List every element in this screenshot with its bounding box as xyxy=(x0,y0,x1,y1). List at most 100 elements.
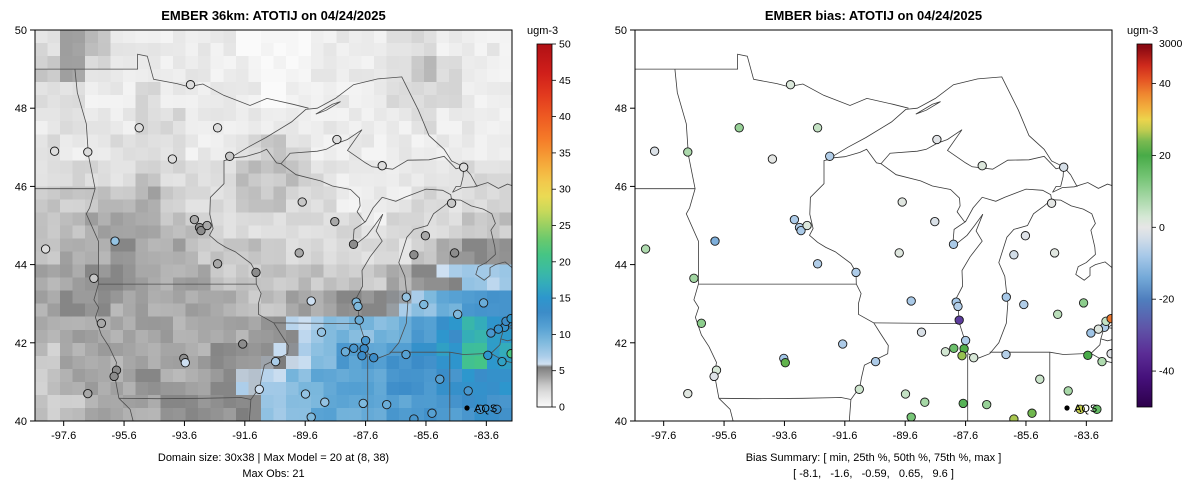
aqs-station-marker xyxy=(270,356,281,367)
aqs-station-marker xyxy=(1049,248,1060,258)
aqs-station-marker xyxy=(709,371,719,382)
aqs-station-marker xyxy=(1086,328,1096,338)
state-boundaries xyxy=(35,53,512,421)
y-tick-label: 50 xyxy=(15,25,27,37)
aqs-station-marker xyxy=(96,318,107,328)
aqs-station-marker xyxy=(330,216,340,227)
colorbar-tick-label: 30 xyxy=(559,184,571,196)
aqs-station-marker xyxy=(463,386,473,396)
aqs-station-marker xyxy=(982,399,992,410)
x-tick-label: -85.6 xyxy=(413,430,438,442)
x-tick-label: -91.6 xyxy=(832,430,857,442)
aqs-legend-label: AQS xyxy=(474,403,497,415)
aqs-station-marker xyxy=(167,154,178,164)
aqs-station-marker xyxy=(780,358,790,368)
aqs-station-marker xyxy=(1063,386,1073,396)
aqs-station-marker xyxy=(320,397,330,407)
aqs-station-marker xyxy=(401,349,411,360)
colorbar-tick-label: 40 xyxy=(1159,78,1171,90)
aqs-station-marker xyxy=(789,214,800,225)
aqs-station-marker xyxy=(785,80,796,90)
aqs-station-marker xyxy=(1020,231,1031,241)
aqs-station-marker xyxy=(1009,250,1019,260)
aqs-station-marker xyxy=(420,231,431,241)
aqs-station-marker xyxy=(109,371,119,382)
aqs-station-marker xyxy=(958,398,968,409)
aqs-station-marker xyxy=(689,273,699,283)
y-tick-label: 48 xyxy=(15,103,27,115)
left-caption-domain: Domain size: 30x38 | Max Model = 20 at (… xyxy=(157,452,390,464)
left-map-plot: -97.6 -95.6 -93.6 -91.6 -89.6 -87.6 -85.6 -83.6… xyxy=(15,25,571,442)
aqs-station-marker xyxy=(360,335,371,346)
x-tick-label: -97.6 xyxy=(51,430,76,442)
aqs-station-marker xyxy=(1009,414,1019,421)
aqs-station-marker xyxy=(506,349,512,359)
y-tick-label: 40 xyxy=(15,416,27,428)
left-panel-title: EMBER 36km: ATOTIJ on 04/24/2025 xyxy=(161,8,386,23)
aqs-station-marker xyxy=(930,216,940,227)
aqs-station-marker xyxy=(497,356,507,367)
aqs-legend-dot-icon xyxy=(1064,405,1070,411)
aqs-station-marker xyxy=(353,301,363,312)
aqs-station-marker xyxy=(894,248,904,258)
aqs-station-marker xyxy=(435,374,445,384)
aqs-station-marker xyxy=(83,147,93,157)
aqs-station-marker xyxy=(920,397,930,407)
aqs-station-marker xyxy=(348,239,359,249)
aqs-station-marker xyxy=(948,239,959,249)
aqs-station-marker xyxy=(802,220,812,231)
colorbar-tick-label: 15 xyxy=(559,293,571,305)
model-concentration-panel: EMBER 36km: ATOTIJ on 04/24/2025 ugm-3 -… xyxy=(15,8,571,480)
aqs-station-marker xyxy=(212,259,223,269)
aqs-station-marker xyxy=(225,151,235,161)
aqs-station-marker xyxy=(49,146,60,156)
aqs-station-marker xyxy=(202,220,212,231)
aqs-station-marker xyxy=(332,134,342,145)
aqs-station-marker xyxy=(316,327,327,337)
aqs-station-marker xyxy=(254,384,264,394)
aqs-station-marker xyxy=(953,301,963,312)
y-tick-label: 40 xyxy=(615,416,627,428)
aqs-station-marker xyxy=(180,358,190,368)
aqs-station-marker xyxy=(483,350,493,360)
y-tick-label: 44 xyxy=(615,260,627,272)
aqs-station-marker xyxy=(212,123,223,133)
aqs-station-marker xyxy=(812,259,823,269)
aqs-station-marker xyxy=(1092,404,1102,414)
aqs-station-marker xyxy=(1093,324,1104,334)
y-tick-label: 50 xyxy=(615,25,627,37)
right-map-plot: -97.6 -95.6 -93.6 -91.6 -89.6 -87.6 -85.6 -83.6… xyxy=(615,25,1183,442)
aqs-station-marker xyxy=(767,154,778,164)
y-tick-label: 44 xyxy=(15,260,27,272)
right-caption-bias-header: Bias Summary: [ min, 25th %, 50th %, 75t… xyxy=(745,452,1002,464)
aqs-station-marker xyxy=(306,296,316,306)
aqs-station-marker xyxy=(683,147,693,157)
aqs-station-marker xyxy=(960,335,971,346)
y-tick-label: 46 xyxy=(615,181,627,193)
y-tick-label: 42 xyxy=(15,338,27,350)
aqs-station-marker xyxy=(1106,313,1112,324)
aqs-station-marker xyxy=(825,151,835,161)
aqs-station-marker xyxy=(185,80,196,90)
aqs-station-marker xyxy=(409,250,419,260)
aqs-station-marker xyxy=(189,214,200,225)
aqs-station-marker xyxy=(796,225,806,236)
aqs-station-marker xyxy=(1053,309,1063,319)
colorbar xyxy=(536,43,553,408)
aqs-station-marker xyxy=(453,309,463,319)
aqs-station-marker xyxy=(110,236,120,246)
aqs-station-marker xyxy=(870,356,881,367)
colorbar-tick-label: 35 xyxy=(559,147,571,159)
aqs-station-marker xyxy=(854,384,864,394)
aqs-station-marker xyxy=(1035,374,1045,384)
aqs-station-marker xyxy=(932,134,942,145)
colorbar-tick-label: -40 xyxy=(1159,366,1174,378)
colorbar-tick-label: 25 xyxy=(559,220,571,232)
aqs-station-marker xyxy=(401,292,411,302)
bias-panel: EMBER bias: ATOTIJ on 04/24/2025 ugm-3 -… xyxy=(600,0,1200,502)
x-tick-label: -95.6 xyxy=(712,430,737,442)
x-tick-label: -97.6 xyxy=(651,430,676,442)
right-colorbar-title: ugm-3 xyxy=(1127,25,1159,37)
aqs-station-marker xyxy=(340,347,351,357)
